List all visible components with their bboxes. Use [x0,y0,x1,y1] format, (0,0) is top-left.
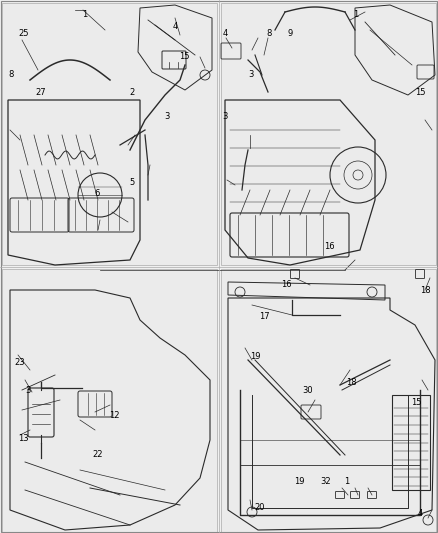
Text: 22: 22 [92,450,103,459]
Text: 17: 17 [259,312,270,321]
Text: 15: 15 [411,398,421,407]
Text: 3: 3 [25,386,31,395]
Text: 30: 30 [303,386,313,395]
Text: 4: 4 [418,508,423,518]
Text: 5: 5 [130,179,135,188]
Text: 1: 1 [82,10,87,19]
Text: 19: 19 [294,477,304,486]
Text: 16: 16 [281,280,291,289]
Text: 12: 12 [110,411,120,421]
Text: 1: 1 [353,10,358,19]
Bar [221,3,436,265]
Text: 23: 23 [14,358,25,367]
Bar [392,395,430,490]
Bar [2,269,217,532]
Text: 2: 2 [130,87,135,96]
Text: 18: 18 [346,378,357,387]
Text: 1: 1 [344,477,350,486]
Text: 27: 27 [36,87,46,96]
Text: 18: 18 [420,286,430,295]
Text: 15: 15 [179,52,190,61]
Bar [221,269,436,532]
Text: 8: 8 [266,29,272,38]
Text: 15: 15 [415,87,426,96]
Bar [2,3,217,265]
Text: 4: 4 [173,22,178,31]
Text: 9: 9 [288,29,293,38]
Text: 25: 25 [18,29,29,38]
Text: 19: 19 [251,352,261,361]
Text: 6: 6 [95,189,100,198]
Text: 16: 16 [324,243,335,252]
Text: 20: 20 [255,503,265,512]
Text: 13: 13 [18,434,29,443]
Text: 4: 4 [223,29,228,38]
Text: 3: 3 [164,111,170,120]
Text: 3: 3 [223,111,228,120]
Text: 8: 8 [8,70,14,79]
Text: 3: 3 [249,70,254,79]
Text: 32: 32 [320,477,331,486]
